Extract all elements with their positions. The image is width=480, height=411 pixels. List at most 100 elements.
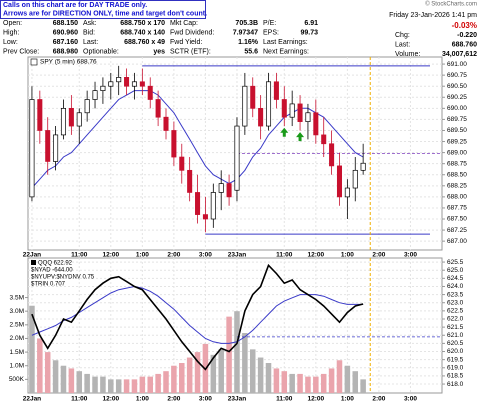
quote-value: 6.91 <box>304 20 318 27</box>
y-tick-label: 687.25 <box>447 227 467 234</box>
x-tick-label: 1:00 <box>341 396 354 403</box>
quote-label: Chg: <box>395 32 410 39</box>
x-tick-label: 11:00 <box>71 396 88 403</box>
candle-body <box>37 99 43 131</box>
x-tick-label: 2:00 <box>167 252 180 259</box>
volume-bar <box>210 354 217 393</box>
candle-body <box>195 192 201 215</box>
y-tick-label: 624.0 <box>447 283 464 290</box>
candle-body <box>171 130 177 158</box>
y-tick-label: 620.0 <box>447 348 464 355</box>
quote-label: P/E: <box>263 20 276 27</box>
volume-bar <box>344 365 351 393</box>
quote-value: 688.740 x 140 <box>120 29 165 36</box>
y-tick-label: 625.0 <box>447 267 464 274</box>
y-tick-label: 620.5 <box>447 340 464 347</box>
candle-body <box>344 187 350 198</box>
x-tick-label: 12:00 <box>102 252 119 259</box>
volume-tick-label: 500K <box>9 376 25 383</box>
quote-value: 1.16% <box>238 39 259 46</box>
quote-value: yes <box>153 48 165 55</box>
quote-label: Prev Close: <box>3 48 39 55</box>
x-tick-label: 1:00 <box>136 396 149 403</box>
y-tick-label: 688.75 <box>447 160 467 167</box>
quote-label: Fwd Yield: <box>170 39 202 46</box>
y-tick-label: 689.25 <box>447 138 467 145</box>
legend: SPY (5 min) 688.76 <box>40 59 97 66</box>
quote-value: -0.220 <box>457 32 477 39</box>
y-tick-label: 687.50 <box>447 216 467 223</box>
x-tick-label: 3:00 <box>404 252 417 259</box>
candle-body <box>321 134 327 145</box>
volume-tick-label: 3.0M <box>10 308 24 315</box>
datetime: Friday 23-Jan-2026 1:41 pm <box>389 12 477 19</box>
y-tick-label: 689.00 <box>447 149 467 156</box>
volume-bar <box>273 368 280 393</box>
candle-body <box>84 99 90 114</box>
volume-bar <box>115 379 122 393</box>
y-tick-label: 687.75 <box>447 205 467 212</box>
price-line <box>31 263 364 371</box>
volume-bar <box>186 357 193 393</box>
y-tick-label: 688.50 <box>447 171 467 178</box>
candle-body <box>289 103 295 118</box>
candle-body <box>250 85 256 109</box>
volume-bar <box>218 349 224 393</box>
volume-bar <box>265 363 272 393</box>
y-tick-label: 689.50 <box>447 127 467 134</box>
x-tick-label: 3:00 <box>199 252 212 259</box>
volume-bar <box>131 379 138 393</box>
volume-bar <box>226 316 232 393</box>
candle-body <box>124 77 130 87</box>
y-tick-label: 625.5 <box>447 259 464 266</box>
quote-label: EPS: <box>263 29 279 36</box>
volume-bar <box>328 368 335 393</box>
candle-body <box>45 130 51 162</box>
candle-body <box>258 107 264 127</box>
volume-bar <box>92 376 98 393</box>
candle-body <box>297 103 303 122</box>
x-tick-label: 2:00 <box>372 396 385 403</box>
volume-bar <box>281 371 288 393</box>
volume-bar <box>76 371 83 393</box>
quote-label: Volume: <box>395 51 420 58</box>
quote-value: 99.73 <box>300 29 318 36</box>
quote-value: 688.150 <box>53 20 78 27</box>
x-tick-label: 11:00 <box>71 252 88 259</box>
volume-bar <box>108 379 114 393</box>
volume-bar <box>123 379 130 393</box>
y-tick-label: 623.0 <box>447 299 464 306</box>
quote-value: 688.760 x 49 <box>124 39 165 46</box>
volume-bar <box>84 373 90 393</box>
candle-body <box>218 183 224 193</box>
quote-value: 7.97347 <box>233 29 258 36</box>
x-tick-label: 11:00 <box>276 396 293 403</box>
quote-label: Last: <box>83 39 98 46</box>
y-tick-label: 690.00 <box>447 105 467 112</box>
x-tick-label: 3:00 <box>404 396 417 403</box>
volume-tick-label: 2.5M <box>10 322 24 329</box>
quote-label: Bid: <box>83 29 95 36</box>
x-tick-label: 3:00 <box>199 396 212 403</box>
x-tick-label: 12:00 <box>308 396 325 403</box>
volume-bar <box>37 338 43 393</box>
quote-label: Optionable: <box>83 48 119 55</box>
x-tick-label: 23Jan <box>228 396 246 403</box>
y-tick-label: 619.5 <box>447 356 464 363</box>
y-tick-label: 690.25 <box>447 94 467 101</box>
x-tick-label: 22Jan <box>23 396 41 403</box>
quote-label: Mkt Cap: <box>170 20 198 27</box>
candle-body <box>360 162 366 171</box>
quote-value: 705.3B <box>235 20 258 27</box>
x-tick-label: 1:00 <box>136 252 149 259</box>
x-tick-label: 2:00 <box>372 252 385 259</box>
volume-bar <box>60 365 67 393</box>
candle-body <box>352 169 358 189</box>
x-tick-label: 11:00 <box>276 252 293 259</box>
volume-bar <box>249 349 256 393</box>
quote-value: 34,007,612 <box>442 51 477 58</box>
source: © StockCharts.com <box>425 1 477 8</box>
volume-bar <box>320 373 327 393</box>
candle-body <box>53 134 59 162</box>
volume-bar <box>44 352 51 393</box>
